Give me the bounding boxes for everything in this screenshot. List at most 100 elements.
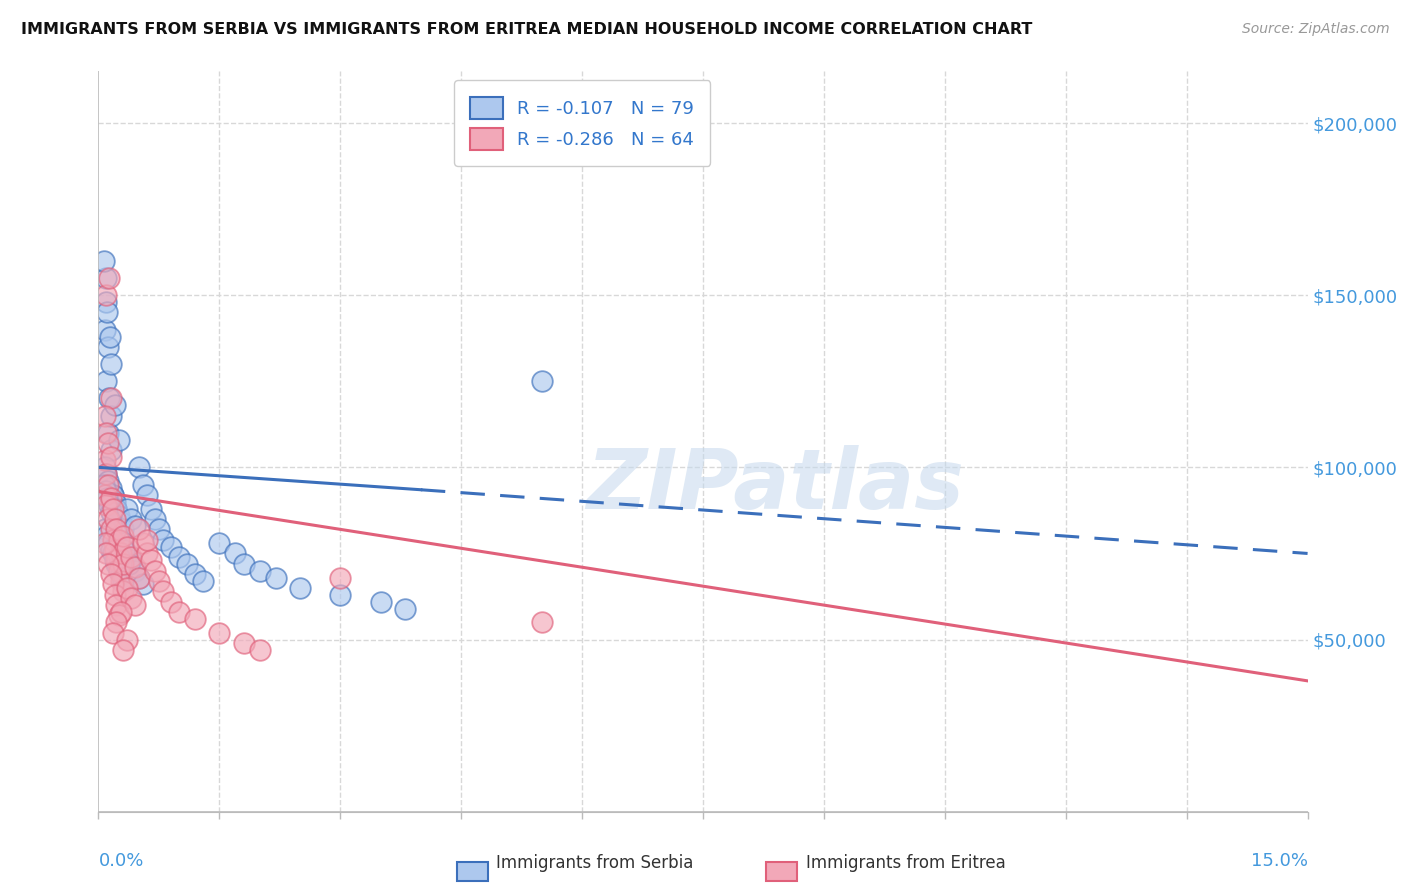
Point: [100, 505, 122, 519]
Point: [100, 450, 122, 464]
Point: [103, 588, 125, 602]
Point: [105, 598, 128, 612]
Point: [264, 570, 287, 584]
Point: [111, 536, 134, 550]
Point: [143, 564, 166, 578]
Legend: R = -0.107   N = 79, R = -0.286   N = 64: R = -0.107 N = 79, R = -0.286 N = 64: [454, 80, 710, 166]
Point: [94, 522, 117, 536]
Point: [115, 540, 138, 554]
Point: [139, 501, 162, 516]
Point: [128, 570, 150, 584]
Point: [110, 567, 132, 582]
Point: [143, 512, 166, 526]
Point: [124, 564, 146, 578]
Point: [100, 357, 122, 371]
Point: [329, 588, 352, 602]
Point: [370, 595, 392, 609]
Point: [112, 543, 135, 558]
Point: [94, 323, 117, 337]
Point: [115, 581, 138, 595]
Point: [249, 564, 271, 578]
Point: [94, 536, 117, 550]
Point: [208, 625, 231, 640]
Point: [100, 409, 122, 423]
Point: [115, 546, 138, 560]
Point: [100, 481, 122, 495]
Point: [110, 516, 132, 530]
Point: [101, 625, 124, 640]
Point: [111, 584, 134, 599]
Point: [96, 295, 118, 310]
Point: [97, 512, 120, 526]
Point: [94, 409, 117, 423]
Point: [132, 536, 155, 550]
Point: [100, 491, 122, 506]
Point: [128, 460, 150, 475]
Y-axis label: Median Household Income: Median Household Income: [0, 332, 8, 551]
Point: [120, 512, 142, 526]
Point: [394, 601, 416, 615]
Point: [103, 512, 125, 526]
Point: [105, 615, 128, 630]
Point: [132, 577, 155, 591]
Point: [97, 498, 120, 512]
Point: [118, 557, 141, 571]
Point: [94, 484, 117, 499]
Point: [105, 501, 128, 516]
Point: [111, 643, 134, 657]
Point: [110, 574, 132, 588]
Point: [107, 508, 129, 523]
Point: [96, 467, 118, 482]
Point: [115, 632, 138, 647]
Point: [115, 501, 138, 516]
Point: [135, 533, 157, 547]
Text: Source: ZipAtlas.com: Source: ZipAtlas.com: [1241, 22, 1389, 37]
Point: [224, 546, 246, 560]
Point: [530, 615, 553, 630]
Point: [111, 574, 134, 588]
Point: [124, 519, 146, 533]
Point: [96, 546, 118, 560]
Point: [96, 467, 118, 482]
Point: [101, 501, 124, 516]
Text: 15.0%: 15.0%: [1250, 853, 1308, 871]
Point: [110, 605, 132, 619]
Point: [94, 488, 117, 502]
Point: [97, 425, 120, 440]
Text: Immigrants from Eritrea: Immigrants from Eritrea: [806, 855, 1005, 872]
Point: [167, 549, 190, 564]
Point: [96, 374, 118, 388]
Point: [249, 643, 271, 657]
Point: [105, 522, 128, 536]
Point: [120, 553, 142, 567]
Point: [97, 392, 120, 406]
Point: [184, 567, 207, 582]
Point: [97, 271, 120, 285]
Point: [97, 536, 120, 550]
Point: [97, 340, 120, 354]
Point: [101, 488, 124, 502]
Point: [107, 533, 129, 547]
Point: [139, 553, 162, 567]
Point: [103, 553, 125, 567]
Point: [94, 453, 117, 467]
Point: [100, 543, 122, 558]
Point: [124, 598, 146, 612]
Point: [107, 608, 129, 623]
Point: [96, 498, 118, 512]
Point: [110, 557, 132, 571]
Point: [103, 495, 125, 509]
Text: ZIPatlas: ZIPatlas: [586, 445, 965, 526]
Point: [107, 564, 129, 578]
Point: [128, 570, 150, 584]
Point: [96, 491, 118, 506]
Text: 0.0%: 0.0%: [98, 853, 143, 871]
Point: [111, 522, 134, 536]
Point: [93, 477, 115, 491]
Point: [135, 488, 157, 502]
Point: [160, 540, 183, 554]
Point: [97, 436, 120, 450]
Point: [176, 557, 198, 571]
Point: [107, 433, 129, 447]
Point: [184, 612, 207, 626]
